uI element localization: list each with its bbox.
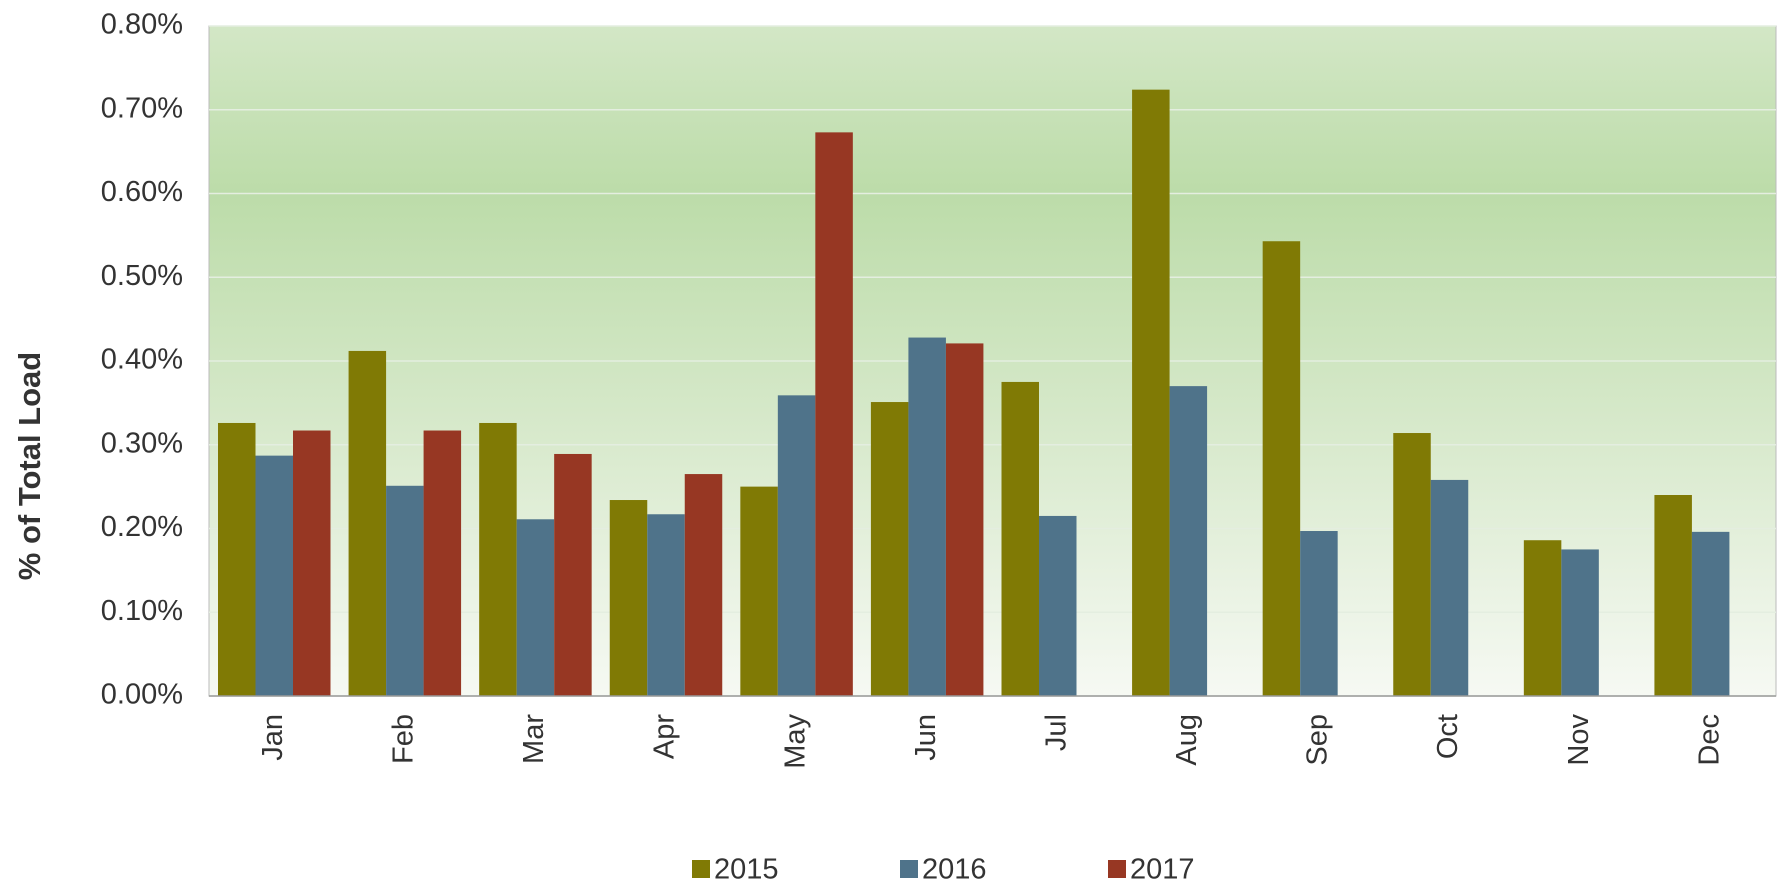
bar <box>684 474 723 696</box>
x-tick-label: Apr <box>649 714 681 759</box>
bar <box>1262 241 1301 697</box>
bar <box>1300 531 1338 696</box>
bar <box>423 430 462 696</box>
bar <box>609 500 648 696</box>
y-axis-title: % of Total Load <box>12 352 47 580</box>
bar <box>218 422 256 696</box>
x-tick-label: Oct <box>1432 714 1464 759</box>
bar <box>777 395 816 696</box>
bar <box>1039 515 1077 696</box>
x-tick-label: Aug <box>1171 714 1203 766</box>
x-tick-label: Nov <box>1563 714 1595 766</box>
bar <box>1561 549 1599 696</box>
bar <box>647 514 685 696</box>
x-tick-label: Dec <box>1693 714 1725 766</box>
bar <box>945 343 984 696</box>
bar <box>348 350 387 696</box>
legend-label: 2016 <box>922 854 987 885</box>
bar <box>1001 381 1039 696</box>
y-tick-label: 0.00% <box>101 679 183 711</box>
bar <box>479 422 517 696</box>
bar <box>740 486 778 696</box>
legend-swatch <box>900 860 918 878</box>
x-tick-label: Jul <box>1040 714 1072 751</box>
bar <box>554 453 592 696</box>
x-tick-label: May <box>779 714 811 769</box>
y-tick-label: 0.80% <box>101 9 183 41</box>
bar <box>815 132 853 697</box>
x-tick-label: Jan <box>257 714 289 761</box>
bar <box>1691 531 1730 696</box>
y-tick-label: 0.10% <box>101 595 183 627</box>
bar <box>1169 386 1208 696</box>
bar <box>386 485 424 696</box>
legend-label: 2017 <box>1130 854 1195 885</box>
x-tick-label: Feb <box>388 714 420 764</box>
x-tick-label: Jun <box>910 714 942 761</box>
bar <box>1393 433 1431 696</box>
legend-swatch <box>692 860 710 878</box>
bar <box>1430 479 1469 696</box>
x-tick-label: Sep <box>1302 714 1334 766</box>
y-tick-label: 0.70% <box>101 92 183 124</box>
bar <box>1132 89 1170 696</box>
bar <box>908 337 946 696</box>
y-tick-label: 0.60% <box>101 176 183 208</box>
bar <box>293 430 331 696</box>
legend-label: 2015 <box>714 854 779 885</box>
bar <box>1523 540 1562 696</box>
bar <box>1654 495 1692 696</box>
y-tick-label: 0.50% <box>101 260 183 292</box>
bar <box>255 455 293 696</box>
bar <box>516 519 555 696</box>
legend-swatch <box>1108 860 1126 878</box>
y-tick-label: 0.30% <box>101 427 183 459</box>
y-tick-label: 0.40% <box>101 344 183 376</box>
y-tick-label: 0.20% <box>101 511 183 543</box>
bar <box>870 402 909 696</box>
x-tick-label: Mar <box>518 714 550 764</box>
